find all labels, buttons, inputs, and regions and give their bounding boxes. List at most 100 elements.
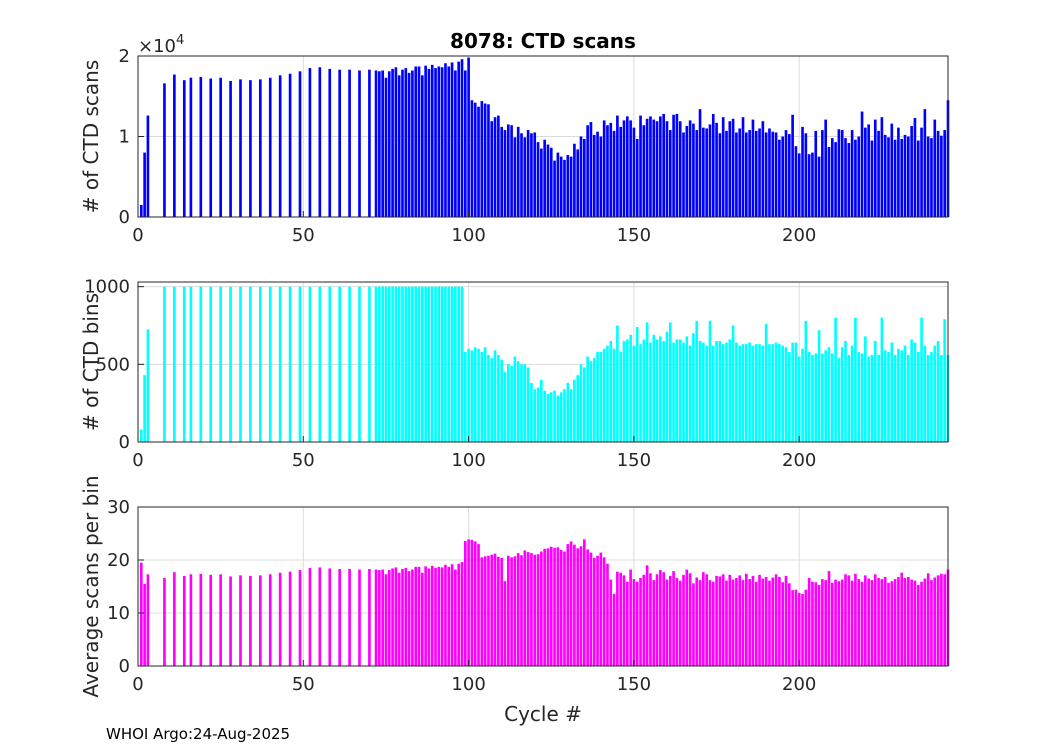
bar xyxy=(616,571,619,666)
bar xyxy=(381,569,384,666)
bar xyxy=(278,286,282,442)
bar xyxy=(916,351,920,442)
bar xyxy=(840,130,844,217)
bar xyxy=(787,134,791,217)
bar xyxy=(913,117,917,217)
bar xyxy=(440,286,444,442)
bar xyxy=(318,567,322,666)
bar xyxy=(510,365,513,442)
bar xyxy=(209,78,213,217)
bar xyxy=(566,155,570,217)
bar xyxy=(645,565,649,666)
bar xyxy=(761,345,765,442)
bar xyxy=(622,120,626,217)
bar xyxy=(387,286,391,442)
bar xyxy=(771,577,775,666)
bar xyxy=(923,109,927,217)
bar xyxy=(540,148,543,217)
bar xyxy=(480,351,484,442)
bar xyxy=(688,573,692,666)
bar xyxy=(625,339,629,442)
bar xyxy=(794,589,798,666)
bar xyxy=(705,574,708,666)
bar xyxy=(506,364,510,442)
bar xyxy=(510,557,513,666)
bar xyxy=(407,72,411,217)
bar xyxy=(923,578,927,666)
bar xyxy=(738,575,742,666)
bar xyxy=(536,387,540,442)
bar xyxy=(738,128,742,217)
bar xyxy=(497,556,500,666)
bar xyxy=(543,390,546,442)
bar xyxy=(259,79,262,217)
bar xyxy=(910,579,913,666)
bar xyxy=(520,133,523,217)
bar xyxy=(857,351,861,442)
bar xyxy=(854,139,857,217)
bar xyxy=(692,583,695,666)
bar xyxy=(635,138,639,217)
bar xyxy=(549,546,553,666)
bar xyxy=(890,342,894,442)
bar xyxy=(910,339,913,442)
bar xyxy=(434,567,437,666)
bar xyxy=(887,351,890,442)
bar xyxy=(556,395,560,442)
y-tick-label: 2 xyxy=(119,46,130,67)
chart-title: 8078: CTD scans xyxy=(450,29,636,53)
bar xyxy=(659,336,662,442)
x-tick-label: 0 xyxy=(132,674,143,695)
bar xyxy=(523,137,527,217)
bar xyxy=(883,134,887,217)
bar xyxy=(530,553,533,666)
bar xyxy=(546,393,550,442)
bar xyxy=(173,572,176,666)
bar xyxy=(549,392,553,442)
bar xyxy=(675,113,679,217)
bar xyxy=(629,569,632,666)
bar xyxy=(933,345,937,442)
bar xyxy=(837,129,841,217)
bar xyxy=(440,67,444,218)
bar xyxy=(384,574,388,666)
bar xyxy=(715,575,718,666)
bar xyxy=(404,567,408,666)
bar xyxy=(731,118,735,217)
bar xyxy=(764,132,768,217)
x-axis-label: Cycle # xyxy=(504,702,582,726)
bar xyxy=(480,101,484,217)
bar xyxy=(834,142,837,217)
bar xyxy=(887,582,890,666)
bar xyxy=(387,570,391,666)
bar xyxy=(182,286,186,442)
bar xyxy=(503,372,507,442)
bar xyxy=(616,115,619,217)
bar xyxy=(163,578,166,666)
bar xyxy=(900,138,904,217)
y-tick-label: 1 xyxy=(119,127,130,148)
bar xyxy=(870,140,874,217)
bar xyxy=(702,127,705,217)
bar xyxy=(791,114,794,217)
bar xyxy=(487,355,490,442)
bar xyxy=(907,136,910,217)
bar xyxy=(834,579,837,666)
y-tick-label: 20 xyxy=(107,550,130,571)
bar xyxy=(920,581,923,666)
bar xyxy=(619,126,623,217)
bar xyxy=(672,571,675,666)
bar xyxy=(182,80,186,218)
bar xyxy=(298,71,302,217)
bar xyxy=(864,336,867,442)
bar xyxy=(725,580,728,666)
bar xyxy=(454,286,457,442)
bar xyxy=(566,382,570,442)
bar xyxy=(146,329,150,442)
bar xyxy=(573,143,576,217)
bar xyxy=(397,75,401,217)
bar xyxy=(473,347,477,442)
bar xyxy=(943,574,947,666)
bar xyxy=(500,557,503,666)
bar xyxy=(440,567,444,666)
